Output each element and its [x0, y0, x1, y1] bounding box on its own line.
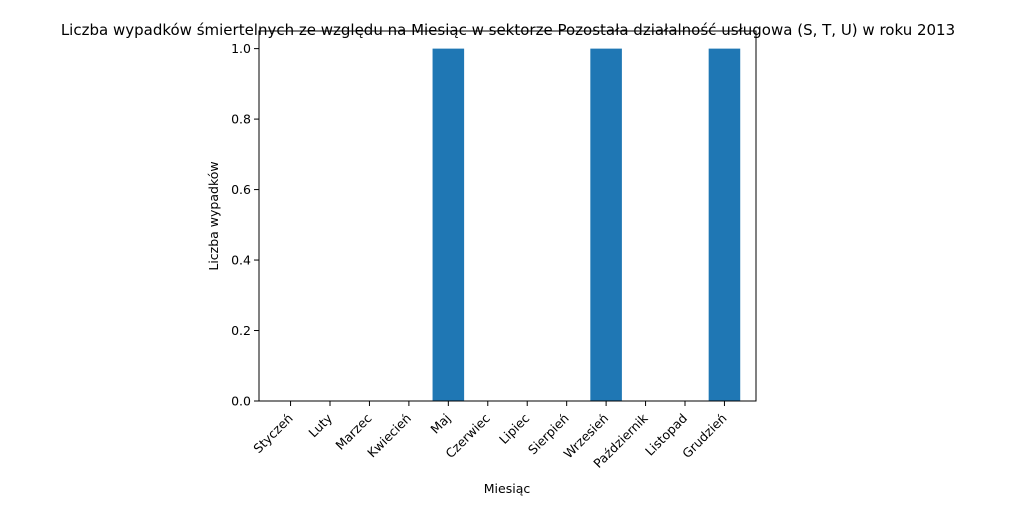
- x-tick-label: Kwiecień: [364, 411, 414, 461]
- x-tick-label: Luty: [305, 410, 335, 440]
- x-tick-label: Lipiec: [496, 410, 532, 446]
- x-tick-label: Styczeń: [250, 411, 295, 456]
- y-tick-label: 0.2: [231, 323, 251, 338]
- y-axis-ticks: 0.0 0.2 0.4 0.6 0.8 1.0: [231, 41, 259, 409]
- bar-grudzień: [708, 48, 741, 402]
- y-axis-label: Liczba wypadków: [206, 161, 221, 270]
- chart-title: Liczba wypadków śmiertelnych ze względu …: [61, 21, 955, 39]
- y-tick-label: 0.6: [231, 182, 251, 197]
- y-tick-label: 0.8: [231, 112, 251, 127]
- bar-wrzesień: [590, 48, 622, 402]
- x-axis-label: Miesiąc: [484, 481, 531, 496]
- y-tick-label: 1.0: [231, 41, 251, 56]
- bars-group: [432, 48, 741, 402]
- x-tick-label: Maj: [427, 411, 453, 437]
- bar-maj: [432, 48, 465, 402]
- plot-area-frame: [258, 30, 757, 402]
- y-tick-label: 0.0: [231, 394, 251, 409]
- y-tick-label: 0.4: [231, 253, 251, 268]
